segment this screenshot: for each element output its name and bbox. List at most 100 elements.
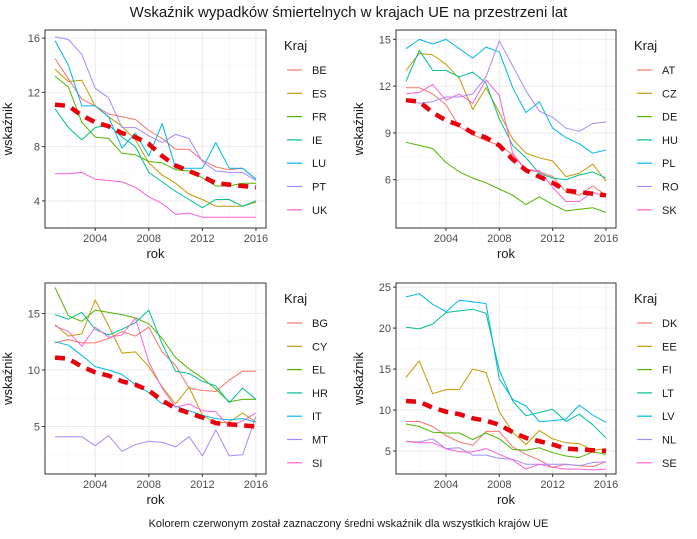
- panel2-x-tick-label: 2012: [540, 233, 564, 245]
- panel2-y-tick-label: 12: [379, 81, 391, 93]
- panel3-x-tick-label: 2008: [137, 479, 161, 491]
- panel4-x-tick-label: 2008: [487, 479, 511, 491]
- panel3-legend-label-MT: MT: [312, 435, 328, 447]
- panel4-legend-label-NL: NL: [662, 435, 676, 447]
- chart-caption: Kolorem czerwonym został zaznaczony śred…: [148, 518, 549, 530]
- panel2-legend-label-CZ: CZ: [662, 88, 677, 100]
- panel2-legend-label-HU: HU: [662, 135, 678, 147]
- panel3-legend-label-CY: CY: [312, 341, 328, 353]
- panel3-series-line-CY: [54, 299, 257, 424]
- panel1-x-tick-label: 2016: [244, 233, 268, 245]
- panel2-legend-label-RO: RO: [662, 182, 679, 194]
- panel2-series-line-RO: [405, 40, 607, 132]
- panel4-x-tick-label: 2016: [594, 479, 618, 491]
- panel2-series-line-PL: [405, 38, 607, 154]
- panel4-series-line-EE: [405, 360, 607, 451]
- panel1-legend-label-ES: ES: [312, 88, 327, 100]
- panel1-y-axis-title: wskaźnik: [0, 102, 15, 156]
- panel1-legend-label-UK: UK: [312, 205, 328, 217]
- panel1-y-tick-label: 12: [28, 87, 40, 99]
- panel3-y-axis-title: wskaźnik: [0, 352, 15, 406]
- panel4-series-line-LV: [405, 293, 607, 423]
- panel1-legend-label-LU: LU: [312, 158, 326, 170]
- panel3-x-tick-label: 2016: [244, 479, 268, 491]
- panel4-series-line-LT: [405, 308, 607, 439]
- panel4-legend-label-SE: SE: [662, 458, 677, 470]
- panel4-y-axis-title: wskaźnik: [351, 352, 366, 406]
- panel1-series-line-LU: [54, 40, 257, 180]
- panel3-series-line-MT: [55, 416, 257, 457]
- panel2-panel-border: [395, 29, 617, 229]
- panel4-y-tick-label: 15: [379, 364, 391, 376]
- panel4-series-line-NL: [405, 438, 607, 467]
- panel2-x-tick-label: 2016: [594, 233, 618, 245]
- panel1-x-tick-label: 2008: [137, 233, 161, 245]
- panel4-x-tick-label: 2004: [434, 479, 458, 491]
- panel2-series-line-DE: [405, 141, 607, 213]
- panel4-y-tick-label: 10: [379, 405, 391, 417]
- panel2-legend-label-PL: PL: [662, 158, 675, 170]
- panel4-series-line-FI: [405, 423, 607, 459]
- panel2-legend-label-DE: DE: [662, 112, 677, 124]
- panel4-legend-label-EE: EE: [662, 341, 677, 353]
- panel4-legend-label-DK: DK: [662, 318, 678, 330]
- panel2-x-axis-title: rok: [497, 246, 516, 261]
- panel3-legend-title: Kraj: [284, 291, 307, 306]
- panel3-series-line-SI: [54, 317, 257, 427]
- panel2-y-axis-title: wskaźnik: [351, 102, 366, 156]
- panel2-legend-title: Kraj: [634, 38, 657, 53]
- panel4-legend-label-LV: LV: [662, 411, 675, 423]
- panel3-y-tick-label: 15: [28, 309, 40, 321]
- panel4-panel-border: [395, 282, 617, 475]
- panel1-y-tick-label: 8: [34, 142, 40, 154]
- panel1-y-tick-label: 16: [28, 33, 40, 45]
- panel4-legend-title: Kraj: [634, 291, 657, 306]
- panel4-legend-label-FI: FI: [662, 365, 672, 377]
- panel1-legend-title: Kraj: [284, 38, 307, 53]
- panel3-legend-label-SI: SI: [312, 458, 322, 470]
- panel3-legend-label-BG: BG: [312, 318, 328, 330]
- panel4-series-line-SE: [405, 440, 607, 471]
- panel2-legend-label-SK: SK: [662, 205, 677, 217]
- panel3-series-line-HR: [54, 309, 257, 404]
- panel1-series-line-ES: [54, 68, 257, 207]
- panel4-legend-label-LT: LT: [662, 388, 674, 400]
- panel1-legend-label-PT: PT: [312, 182, 326, 194]
- panel3-plot-background: [45, 283, 266, 474]
- panel3-x-tick-label: 2004: [83, 479, 107, 491]
- panel4-x-axis-title: rok: [497, 492, 516, 507]
- panel3-series-line-BG: [54, 326, 256, 392]
- panel1-x-tick-label: 2012: [190, 233, 214, 245]
- page-title: Wskaźnik wypadków śmiertelnych w krajach…: [129, 4, 568, 21]
- panel2-series-line-HU: [405, 49, 607, 181]
- panel1-average-line: [54, 102, 257, 190]
- panel1-series-line-IE: [54, 108, 257, 209]
- panel1-y-tick-label: 4: [34, 196, 40, 208]
- panel1-legend-label-BE: BE: [312, 65, 327, 77]
- panel4-y-tick-label: 5: [385, 446, 391, 458]
- panel4-y-tick-label: 25: [379, 282, 391, 294]
- panel3-x-axis-title: rok: [146, 492, 165, 507]
- panel2-y-tick-label: 6: [385, 175, 391, 187]
- panel1-panel-border: [44, 29, 267, 229]
- panel4-y-tick-label: 20: [379, 323, 391, 335]
- panel3-legend-label-HR: HR: [312, 388, 328, 400]
- panel2-y-tick-label: 9: [385, 128, 391, 140]
- panel1-x-axis-title: rok: [146, 246, 165, 261]
- panel2-y-tick-label: 15: [379, 34, 391, 46]
- panel2-legend-label-AT: AT: [662, 65, 676, 77]
- panel2-average-line: [405, 97, 607, 198]
- panel1-legend-label-IE: IE: [312, 135, 322, 147]
- panel3-y-tick-label: 5: [34, 422, 40, 434]
- panel1-series-line-UK: [55, 171, 256, 218]
- panel1-x-tick-label: 2004: [83, 233, 107, 245]
- panel4-average-line: [405, 398, 607, 454]
- panel1-plot-background: [45, 30, 266, 228]
- panel3-panel-border: [44, 282, 267, 475]
- panel1-series-line-BE: [54, 58, 257, 180]
- panel3-y-tick-label: 10: [28, 365, 40, 377]
- panel3-x-tick-label: 2012: [190, 479, 214, 491]
- panel3-legend-label-IT: IT: [312, 411, 322, 423]
- panel4-x-tick-label: 2012: [540, 479, 564, 491]
